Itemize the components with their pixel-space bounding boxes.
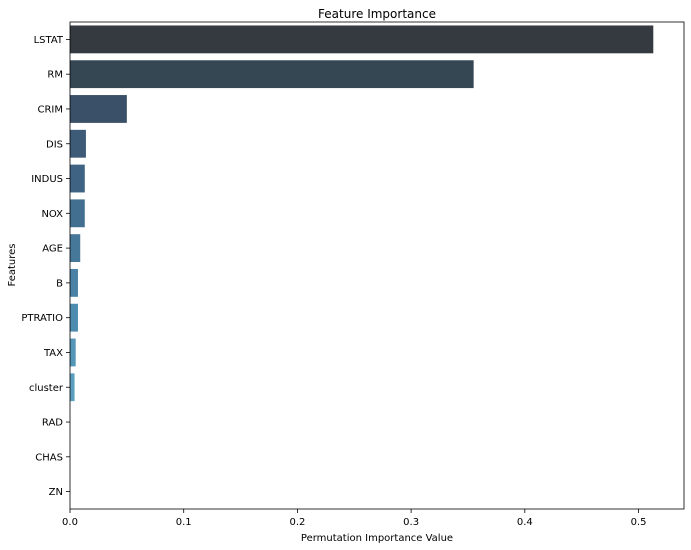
bar-rm <box>70 60 474 89</box>
y-tick-label: INDUS <box>31 174 63 185</box>
y-tick-label: CRIM <box>37 104 63 115</box>
bars-group <box>70 25 654 402</box>
y-tick-label: AGE <box>42 244 63 255</box>
y-tick-label: PTRATIO <box>21 313 63 324</box>
y-tick-label: LSTAT <box>34 35 64 46</box>
x-tick-label: 0.1 <box>176 517 192 528</box>
bar-crim <box>70 95 127 123</box>
y-tick-label: TAX <box>43 348 63 359</box>
x-tick-label: 0.2 <box>289 517 305 528</box>
y-tick-label: DIS <box>46 139 63 150</box>
bar-lstat <box>70 25 654 54</box>
x-tick-label: 0.3 <box>403 517 419 528</box>
x-tick-label: 0.5 <box>631 517 647 528</box>
y-tick-label: CHAS <box>35 452 63 463</box>
bar-dis <box>70 129 86 158</box>
bar-age <box>70 234 81 263</box>
x-ticks: 0.0 0.1 0.2 0.3 0.4 0.5 <box>62 509 646 528</box>
bar-tax <box>70 338 76 367</box>
x-tick-label: 0.0 <box>62 517 78 528</box>
y-tick-label: B <box>56 278 63 289</box>
bar-b <box>70 268 78 297</box>
y-tick-label: NOX <box>41 209 63 220</box>
y-tick-label: RAD <box>42 418 63 429</box>
plot-frame <box>69 21 685 510</box>
y-tick-label: cluster <box>29 383 64 394</box>
x-axis-label: Permutation Importance Value <box>301 533 453 544</box>
bar-nox <box>70 199 85 228</box>
y-axis-label: Features <box>7 244 18 287</box>
y-tick-labels: LSTAT RM CRIM DIS INDUS NOX AGE B PTRATIO TAX clus… <box>21 35 70 498</box>
bar-cluster <box>70 373 75 402</box>
y-tick-label: ZN <box>49 487 63 498</box>
chart-title: Feature Importance <box>318 7 436 21</box>
bar-indus <box>70 164 85 193</box>
bar-ptratio <box>70 303 78 332</box>
y-tick-label: RM <box>47 70 63 81</box>
x-tick-label: 0.4 <box>517 517 533 528</box>
